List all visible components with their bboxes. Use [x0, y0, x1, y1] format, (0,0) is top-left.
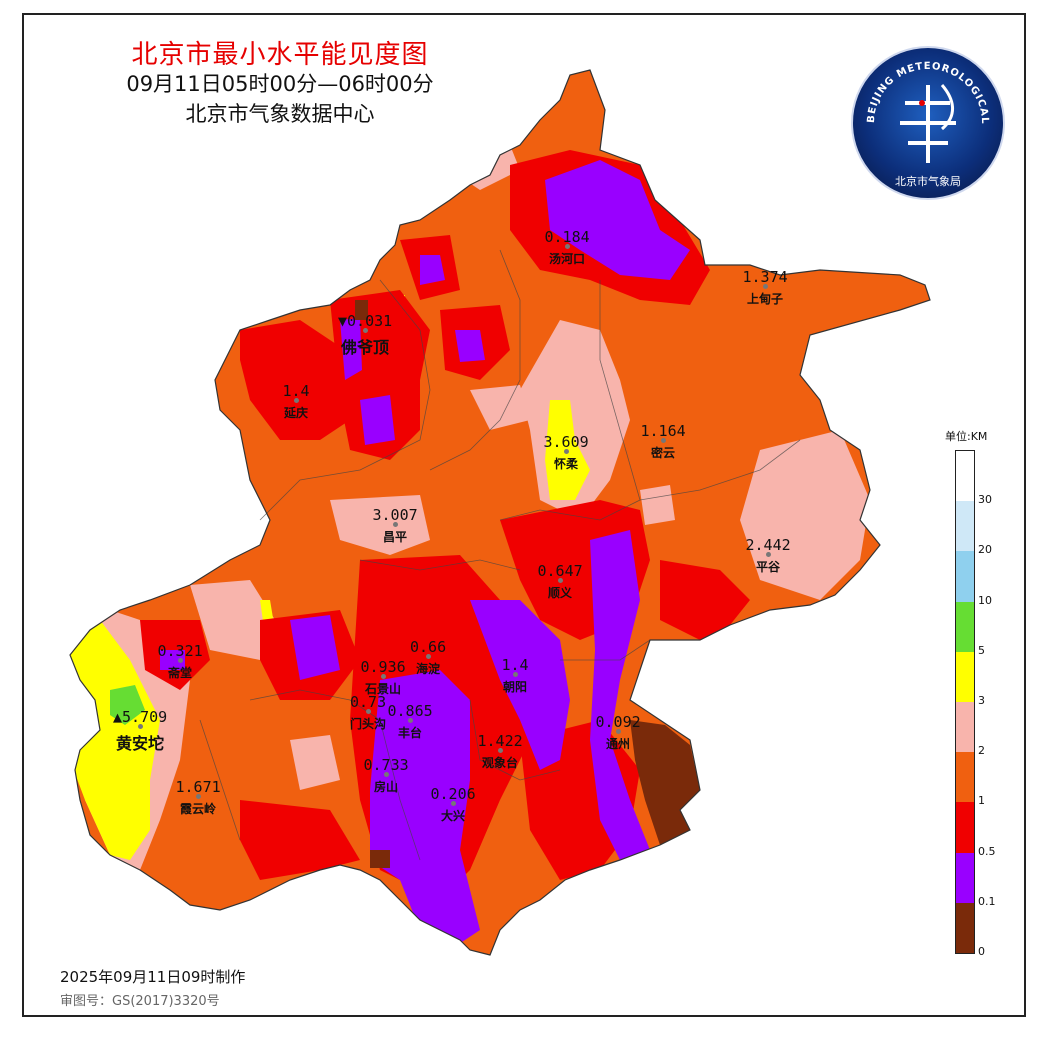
legend-swatch — [956, 902, 974, 954]
legend-tick-label: 0 — [978, 945, 985, 958]
station-name: 顺义 — [548, 586, 573, 600]
legend-tick-label: 1 — [978, 794, 985, 808]
station-value: 0.733 — [363, 756, 409, 774]
station-value: ▲5.709 — [113, 708, 168, 726]
legend-swatch — [956, 752, 974, 803]
station-marker — [381, 674, 386, 679]
legend-unit: 单位:KM — [945, 430, 988, 443]
legend-tick-label: 2 — [978, 744, 985, 758]
map-agency: 北京市气象数据中心 — [185, 102, 375, 126]
station-marker — [294, 398, 299, 403]
station-marker — [384, 772, 389, 777]
station-value: 1.374 — [742, 268, 788, 286]
station-marker — [565, 244, 570, 249]
station-name: 石景山 — [365, 682, 402, 696]
station-value: 1.164 — [640, 422, 686, 440]
map-time-range: 09月11日05时00分—06时00分 — [126, 72, 434, 96]
legend-tick-label: 30 — [978, 493, 992, 507]
station-value: 1.4 — [282, 382, 310, 400]
legend-swatch — [956, 501, 974, 552]
legend-colorbar — [955, 450, 975, 954]
station-value: 0.092 — [595, 713, 641, 731]
station-value: 0.66 — [410, 638, 447, 656]
legend-swatch — [956, 802, 974, 854]
station-marker — [178, 658, 183, 663]
station-value: 0.73 — [350, 693, 387, 711]
legend-swatch — [956, 702, 974, 753]
station-name: 佛爷顶 — [341, 338, 390, 357]
legend-swatch — [956, 651, 974, 703]
legend-tick-label: 0.1 — [978, 894, 996, 908]
station-name: 通州 — [606, 737, 631, 751]
station-value: 1.671 — [175, 778, 221, 796]
station-name: 朝阳 — [503, 680, 528, 694]
station-value: 3.007 — [372, 506, 418, 524]
legend-swatch — [956, 601, 974, 653]
station-marker — [366, 709, 371, 714]
station-name: 观象台 — [482, 756, 519, 770]
station-name: 昌平 — [383, 530, 408, 544]
station-marker — [393, 522, 398, 527]
production-time: 2025年09月11日09时制作 — [60, 968, 246, 986]
legend-swatch — [956, 852, 974, 904]
legend-tick-label: 3 — [978, 694, 985, 707]
station-name: 大兴 — [441, 809, 466, 823]
review-number: 审图号：GS(2017)3320号 — [60, 994, 220, 1009]
station-marker — [513, 672, 518, 677]
station-name: 黄安坨 — [116, 734, 165, 753]
station-name: 上甸子 — [747, 292, 784, 306]
station-name: 怀柔 — [554, 457, 579, 471]
legend-tick-label: 10 — [978, 593, 992, 607]
station-name: 平谷 — [756, 560, 781, 574]
legend-tick-label: 20 — [978, 543, 992, 557]
station-value: 0.321 — [157, 642, 203, 660]
station-marker — [451, 801, 456, 806]
station-marker — [616, 729, 621, 734]
station-marker — [564, 449, 569, 454]
station-name: 汤河口 — [549, 252, 586, 266]
station-marker — [661, 438, 666, 443]
station-marker — [426, 654, 431, 659]
station-value: ▼0.031 — [338, 312, 393, 330]
legend-swatch — [956, 451, 974, 502]
station-name: 海淀 — [416, 662, 441, 676]
map-title: 北京市最小水平能见度图 — [131, 40, 429, 70]
station-marker — [196, 794, 201, 799]
legend-tick-label: 5 — [978, 643, 985, 657]
legend-tick-label: 0.5 — [978, 844, 996, 858]
station-value: 0.865 — [387, 702, 433, 720]
station-name: 丰台 — [398, 726, 423, 740]
station-value: 3.609 — [543, 433, 589, 451]
station-marker — [138, 724, 143, 729]
station-marker — [498, 748, 503, 753]
station-name: 霞云岭 — [180, 802, 217, 816]
station-name: 密云 — [651, 446, 676, 460]
station-marker — [766, 552, 771, 557]
station-marker — [408, 718, 413, 723]
station-marker — [363, 328, 368, 333]
station-name: 延庆 — [284, 406, 309, 420]
station-value: 0.936 — [360, 658, 406, 676]
station-value: 0.184 — [544, 228, 590, 246]
station-marker — [763, 284, 768, 289]
station-value: 1.4 — [501, 656, 529, 674]
station-value: 0.206 — [430, 785, 476, 803]
legend-swatch — [956, 551, 974, 603]
station-name: 房山 — [374, 780, 399, 794]
station-value: 1.422 — [477, 732, 523, 750]
logo-name: 北京市气象局 — [895, 174, 961, 188]
station-name: 门头沟 — [350, 717, 387, 731]
bms-logo: BEIJING METEOROLOGICAL SERVICE 北京市气象局 — [850, 45, 1005, 200]
station-value: 2.442 — [745, 536, 791, 554]
station-name: 斋堂 — [168, 666, 193, 680]
station-marker — [558, 578, 563, 583]
station-value: 0.647 — [537, 562, 583, 580]
